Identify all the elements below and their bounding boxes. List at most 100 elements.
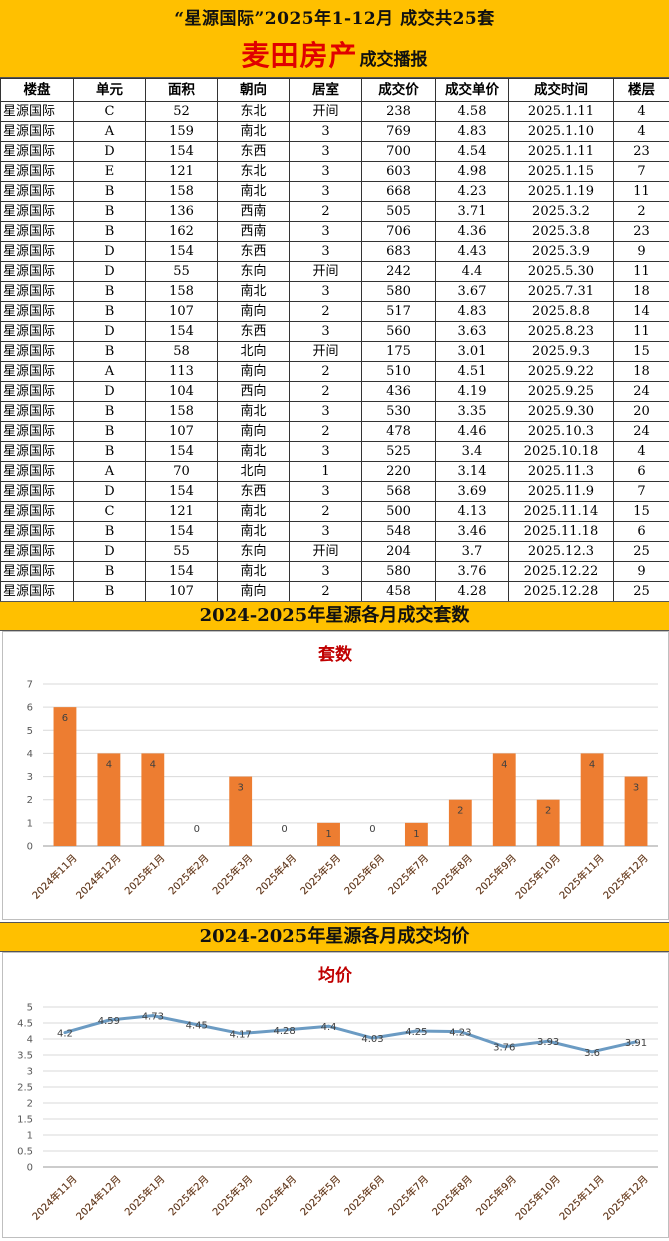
brand-line: 麦田房产成交播报 [0, 34, 669, 74]
area-cell: 158 [146, 182, 218, 202]
date-cell: 2025.9.30 [509, 402, 614, 422]
price-cell: 603 [362, 162, 436, 182]
y-tick-label: 5 [27, 1003, 33, 1014]
date-cell: 2025.1.10 [509, 122, 614, 142]
rooms-cell: 2 [290, 362, 362, 382]
unit-price-cell: 3.4 [436, 442, 509, 462]
building-cell: 星源国际 [1, 442, 74, 462]
floor-cell: 11 [614, 262, 669, 282]
x-tick-label: 2025年8月 [429, 1172, 475, 1218]
section-title-count: 2024-2025年星源各月成交套数 [0, 601, 669, 631]
price-cell: 458 [362, 582, 436, 602]
building-cell: 星源国际 [1, 102, 74, 122]
orientation-cell: 南向 [218, 582, 290, 602]
rooms-cell: 3 [290, 322, 362, 342]
floor-cell: 20 [614, 402, 669, 422]
price-line-chart: 均价00.511.522.533.544.554.22024年11月4.5920… [3, 953, 668, 1237]
column-header-rooms: 居室 [290, 79, 362, 102]
column-header-orientation: 朝向 [218, 79, 290, 102]
floor-cell: 24 [614, 382, 669, 402]
building-cell: 星源国际 [1, 582, 74, 602]
orientation-cell: 南北 [218, 282, 290, 302]
unit-price-cell: 3.69 [436, 482, 509, 502]
building-cell: 星源国际 [1, 202, 74, 222]
unit-cell: E [74, 162, 146, 182]
date-cell: 2025.12.22 [509, 562, 614, 582]
bar-data-label: 1 [325, 829, 331, 840]
x-tick-label: 2024年12月 [73, 1172, 123, 1222]
unit-cell: D [74, 142, 146, 162]
floor-cell: 11 [614, 322, 669, 342]
report-title: “星源国际”2025年1-12月 成交共25套 [0, 4, 669, 29]
floor-cell: 2 [614, 202, 669, 222]
area-cell: 107 [146, 422, 218, 442]
floor-cell: 23 [614, 142, 669, 162]
price-cell: 500 [362, 502, 436, 522]
orientation-cell: 南北 [218, 442, 290, 462]
floor-cell: 4 [614, 442, 669, 462]
unit-price-cell: 3.67 [436, 282, 509, 302]
y-tick-label: 2 [27, 795, 33, 806]
column-header-area: 面积 [146, 79, 218, 102]
price-cell: 436 [362, 382, 436, 402]
x-tick-label: 2025年3月 [210, 1172, 256, 1218]
y-tick-label: 2 [27, 1099, 33, 1110]
bar-data-label: 0 [281, 824, 287, 835]
building-cell: 星源国际 [1, 422, 74, 442]
date-cell: 2025.8.23 [509, 322, 614, 342]
price-cell: 220 [362, 462, 436, 482]
floor-cell: 18 [614, 282, 669, 302]
date-cell: 2025.12.28 [509, 582, 614, 602]
unit-price-cell: 4.83 [436, 302, 509, 322]
y-tick-label: 1 [27, 818, 33, 829]
line-data-label: 4.4 [321, 1022, 337, 1033]
floor-cell: 15 [614, 502, 669, 522]
x-tick-label: 2025年12月 [600, 851, 650, 901]
area-cell: 158 [146, 282, 218, 302]
rooms-cell: 3 [290, 282, 362, 302]
brand-name: 麦田房产 [241, 39, 357, 72]
unit-cell: B [74, 582, 146, 602]
column-header-unit: 单元 [74, 79, 146, 102]
rooms-cell: 2 [290, 502, 362, 522]
building-cell: 星源国际 [1, 182, 74, 202]
floor-cell: 4 [614, 102, 669, 122]
count-bar-chart: 套数0123456762024年11月42024年12月42025年1月0202… [3, 632, 668, 919]
count-chart-title: 套数 [317, 644, 353, 665]
floor-cell: 9 [614, 242, 669, 262]
x-tick-label: 2025年6月 [341, 851, 387, 897]
orientation-cell: 南北 [218, 502, 290, 522]
unit-cell: D [74, 242, 146, 262]
y-tick-label: 3 [27, 772, 33, 783]
bar-data-label: 2 [545, 806, 551, 817]
x-tick-label: 2025年11月 [556, 1172, 606, 1222]
unit-cell: D [74, 382, 146, 402]
x-tick-label: 2025年1月 [122, 1172, 168, 1218]
column-header-date: 成交时间 [509, 79, 614, 102]
area-cell: 154 [146, 482, 218, 502]
bar-data-label: 4 [150, 759, 156, 770]
y-tick-label: 6 [27, 703, 33, 714]
building-cell: 星源国际 [1, 362, 74, 382]
date-cell: 2025.11.14 [509, 502, 614, 522]
building-cell: 星源国际 [1, 342, 74, 362]
report-subtitle: 成交播报 [360, 50, 428, 70]
date-cell: 2025.11.9 [509, 482, 614, 502]
orientation-cell: 南北 [218, 402, 290, 422]
x-tick-label: 2025年7月 [385, 851, 431, 897]
unit-cell: C [74, 502, 146, 522]
bar-data-label: 0 [194, 824, 200, 835]
price-cell: 769 [362, 122, 436, 142]
price-cell: 242 [362, 262, 436, 282]
floor-cell: 7 [614, 162, 669, 182]
price-cell: 683 [362, 242, 436, 262]
x-tick-label: 2025年4月 [253, 851, 299, 897]
